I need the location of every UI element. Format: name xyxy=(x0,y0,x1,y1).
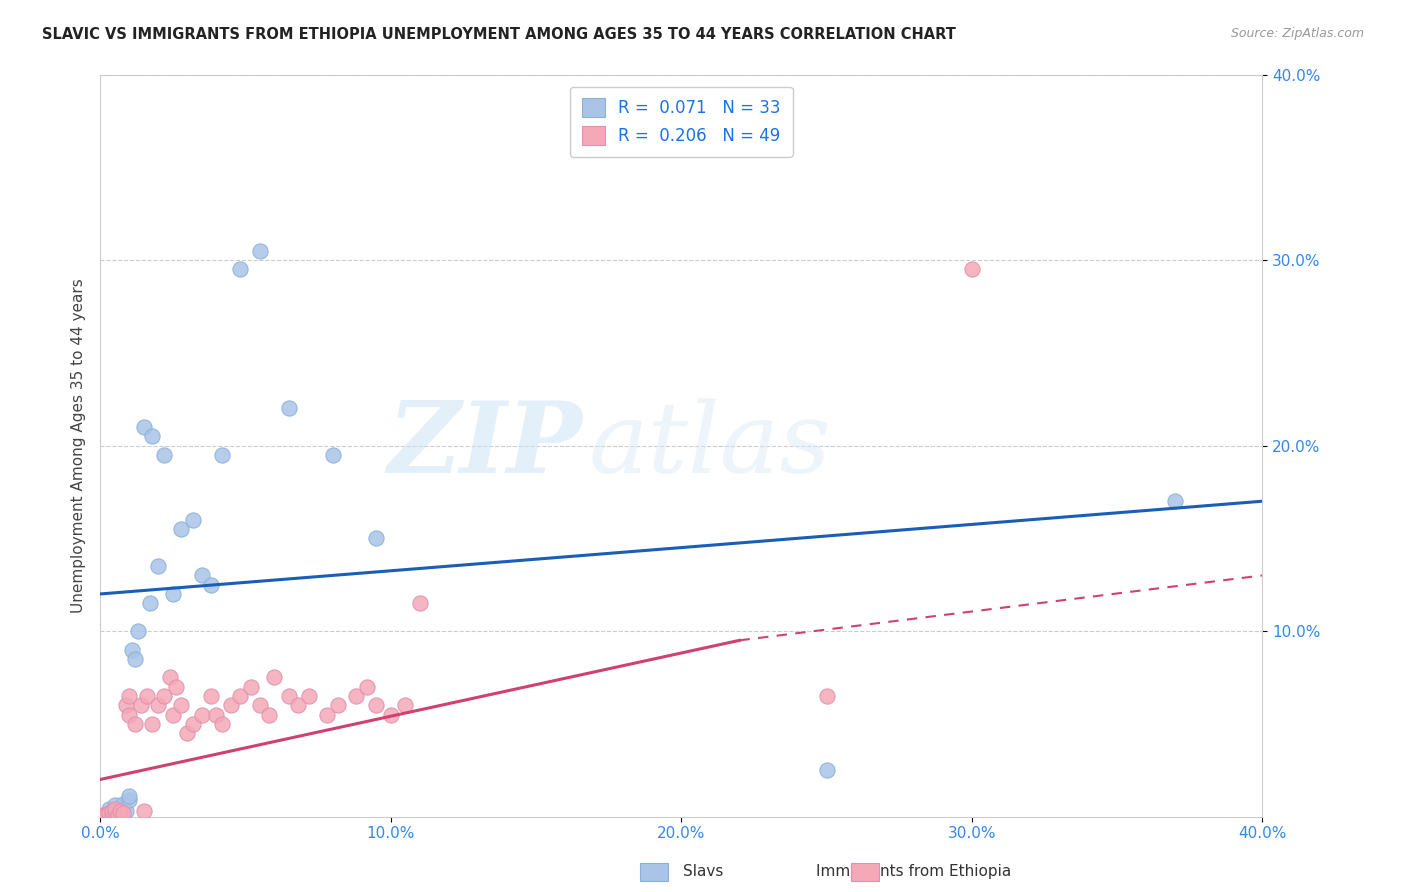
Point xyxy=(112,805,135,820)
Point xyxy=(104,802,127,816)
Point xyxy=(191,568,214,582)
Point xyxy=(315,707,337,722)
Text: Slavs: Slavs xyxy=(683,863,723,879)
Point xyxy=(344,689,367,703)
Point xyxy=(153,689,176,703)
Point xyxy=(94,807,117,822)
Point xyxy=(148,698,170,713)
Point xyxy=(118,707,141,722)
Point xyxy=(394,698,416,713)
Point xyxy=(162,587,184,601)
Point xyxy=(298,689,321,703)
Point xyxy=(94,807,117,822)
Point xyxy=(328,698,350,713)
Point xyxy=(141,716,163,731)
Point xyxy=(211,716,233,731)
Point xyxy=(104,805,127,820)
Text: atlas: atlas xyxy=(588,398,831,493)
Point xyxy=(356,680,378,694)
Point xyxy=(240,680,263,694)
Point xyxy=(132,420,155,434)
Point xyxy=(211,448,233,462)
Text: ZIP: ZIP xyxy=(388,397,582,494)
Text: Immigrants from Ethiopia: Immigrants from Ethiopia xyxy=(817,863,1011,879)
Point xyxy=(219,698,242,713)
Point xyxy=(112,797,135,811)
Point xyxy=(124,716,146,731)
Point xyxy=(170,698,193,713)
Point xyxy=(176,726,198,740)
Text: Source: ZipAtlas.com: Source: ZipAtlas.com xyxy=(1230,27,1364,40)
Point xyxy=(104,798,127,813)
Point xyxy=(148,559,170,574)
Point xyxy=(110,805,132,820)
Point xyxy=(170,522,193,536)
Point xyxy=(97,802,120,816)
Point xyxy=(191,707,214,722)
Point xyxy=(278,401,301,416)
Point xyxy=(115,698,138,713)
Point xyxy=(121,642,143,657)
Point xyxy=(127,624,149,638)
Point xyxy=(366,531,388,545)
Text: SLAVIC VS IMMIGRANTS FROM ETHIOPIA UNEMPLOYMENT AMONG AGES 35 TO 44 YEARS CORREL: SLAVIC VS IMMIGRANTS FROM ETHIOPIA UNEMP… xyxy=(42,27,956,42)
Point xyxy=(118,793,141,807)
Legend: R =  0.071   N = 33, R =  0.206   N = 49: R = 0.071 N = 33, R = 0.206 N = 49 xyxy=(569,87,793,157)
Point xyxy=(228,689,250,703)
Point xyxy=(104,804,127,818)
Point xyxy=(263,670,285,684)
Point xyxy=(107,802,129,816)
Point xyxy=(205,707,228,722)
Point xyxy=(97,805,120,820)
Point xyxy=(159,670,181,684)
Point xyxy=(91,807,114,822)
Point xyxy=(162,707,184,722)
Point xyxy=(118,689,141,703)
Point xyxy=(165,680,187,694)
Point xyxy=(135,689,157,703)
Point xyxy=(129,698,152,713)
Point xyxy=(141,429,163,443)
Point xyxy=(100,807,122,822)
Point xyxy=(124,652,146,666)
Point xyxy=(960,262,983,277)
Y-axis label: Unemployment Among Ages 35 to 44 years: Unemployment Among Ages 35 to 44 years xyxy=(72,278,86,613)
Point xyxy=(110,804,132,818)
Point xyxy=(138,596,160,610)
Point xyxy=(249,698,271,713)
Point xyxy=(181,513,204,527)
Point xyxy=(200,689,222,703)
Point xyxy=(153,448,176,462)
Point xyxy=(815,763,838,777)
Point xyxy=(181,716,204,731)
Point xyxy=(100,807,122,822)
Point xyxy=(1164,494,1187,508)
Point xyxy=(815,689,838,703)
Point xyxy=(409,596,432,610)
Point xyxy=(100,804,122,818)
Point xyxy=(257,707,280,722)
Point xyxy=(107,807,129,822)
Point xyxy=(380,707,402,722)
Point xyxy=(200,577,222,591)
Point xyxy=(322,448,344,462)
Point xyxy=(118,789,141,804)
Point xyxy=(115,804,138,818)
Point xyxy=(97,805,120,820)
Point xyxy=(228,262,250,277)
Point xyxy=(366,698,388,713)
Point xyxy=(278,689,301,703)
Point xyxy=(132,804,155,818)
Point xyxy=(287,698,309,713)
Point xyxy=(249,244,271,258)
